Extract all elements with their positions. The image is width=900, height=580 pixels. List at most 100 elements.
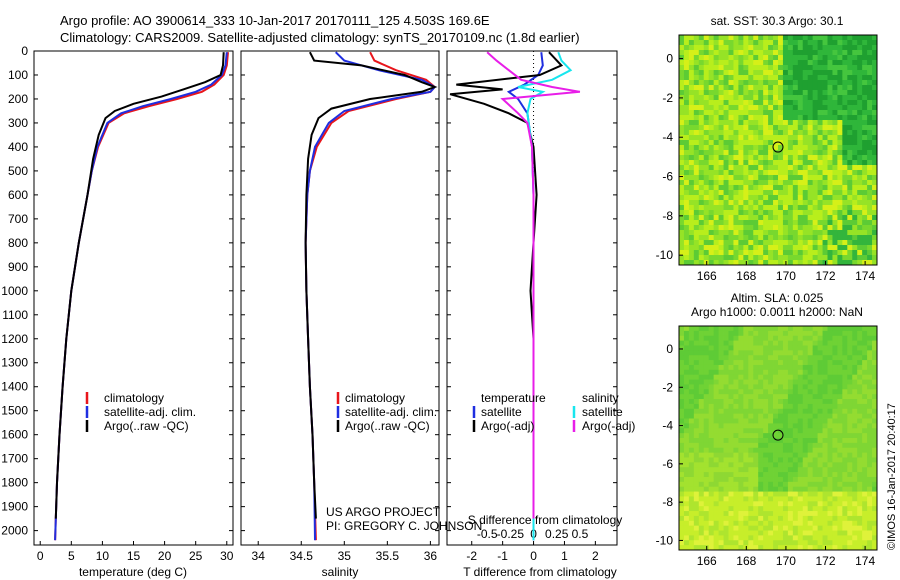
map-cell xyxy=(723,115,729,121)
map-cell xyxy=(718,540,724,546)
map-cell xyxy=(792,90,799,96)
map-cell xyxy=(778,255,784,261)
map-cell xyxy=(797,250,804,256)
map-cell xyxy=(728,185,734,191)
map-cell xyxy=(698,225,705,231)
map-cell xyxy=(728,520,734,527)
map-cell xyxy=(768,486,774,492)
map-cell xyxy=(758,235,764,241)
map-cell xyxy=(778,369,784,376)
map-cell xyxy=(748,326,754,332)
map-cell xyxy=(679,345,685,351)
map-cell xyxy=(857,95,863,101)
map-cell xyxy=(698,55,705,61)
map-cell xyxy=(768,462,774,468)
map-cell xyxy=(763,135,769,141)
map-cell xyxy=(807,135,814,141)
map-cell xyxy=(782,180,789,186)
map-cell xyxy=(778,423,784,429)
map-cell xyxy=(723,220,729,226)
map-cell xyxy=(778,462,784,468)
map-cell xyxy=(728,335,734,342)
map-cell xyxy=(837,245,843,251)
map-cell xyxy=(718,130,724,136)
map-cell xyxy=(807,384,814,390)
map-cell xyxy=(852,515,858,522)
map-cell xyxy=(748,240,754,246)
map-cell xyxy=(827,205,833,211)
map-cell xyxy=(857,394,863,400)
map-cell xyxy=(688,115,695,121)
map-cell xyxy=(768,215,774,221)
map-cell xyxy=(703,45,710,51)
map-cell xyxy=(867,506,873,512)
map-cell xyxy=(817,250,823,256)
map-cell xyxy=(703,190,710,196)
map-cell xyxy=(713,160,719,166)
map-cell xyxy=(822,335,828,342)
map-cell xyxy=(743,501,749,507)
x-tick-label: -1 xyxy=(497,549,508,563)
map-cell xyxy=(713,389,719,395)
map-cell xyxy=(852,105,858,111)
map-cell xyxy=(872,545,878,551)
map-cell xyxy=(708,520,715,527)
map-cell xyxy=(807,60,814,66)
map-cell xyxy=(738,384,744,390)
map-cell xyxy=(728,462,734,468)
map-cell xyxy=(778,340,784,346)
map-cell xyxy=(862,326,868,332)
map-cell xyxy=(862,70,868,76)
map-cell xyxy=(679,55,685,61)
map-cell xyxy=(708,185,715,191)
map-cell xyxy=(679,220,685,226)
map-cell xyxy=(792,530,799,536)
map-cell xyxy=(703,457,710,463)
map-cell xyxy=(733,491,739,497)
map-cell xyxy=(763,452,769,458)
map-cell xyxy=(822,525,828,531)
map-cell xyxy=(748,535,754,541)
salinity-xlabel: salinity xyxy=(322,565,359,579)
map-cell xyxy=(812,486,818,492)
map-cell xyxy=(787,230,794,236)
map-cell xyxy=(862,525,868,531)
map-cell xyxy=(812,175,818,181)
map-cell xyxy=(832,394,838,400)
map-cell xyxy=(778,120,784,126)
map-cell xyxy=(872,433,878,439)
map-cell xyxy=(822,345,828,351)
map-cell xyxy=(738,120,744,126)
map-cell xyxy=(683,335,690,342)
map-cell xyxy=(842,530,848,536)
map-cell xyxy=(842,95,848,101)
map-cell xyxy=(832,45,838,51)
map-cell xyxy=(812,160,818,166)
map-cell xyxy=(857,525,863,531)
map-cell xyxy=(797,335,804,342)
map-cell xyxy=(758,250,764,256)
map-cell xyxy=(802,75,809,81)
map-cell xyxy=(728,545,734,551)
map-cell xyxy=(728,40,734,46)
map-cell xyxy=(807,423,814,429)
map-cell xyxy=(797,330,804,337)
map-cell xyxy=(683,530,690,536)
map-cell xyxy=(857,335,863,342)
map-cell xyxy=(723,240,729,246)
map-cell xyxy=(872,501,878,507)
map-cell xyxy=(723,145,729,151)
map-cell xyxy=(773,150,779,156)
map-cell xyxy=(812,65,818,71)
map-cell xyxy=(718,457,724,463)
map-cell xyxy=(797,384,804,390)
map-cell xyxy=(773,545,779,551)
map-cell xyxy=(743,255,749,261)
map-cell xyxy=(847,200,853,206)
map-cell xyxy=(748,413,754,419)
map-cell xyxy=(768,418,774,424)
map-cell xyxy=(698,260,705,266)
map-cell xyxy=(782,389,789,395)
map-cell xyxy=(797,195,804,201)
map-cell xyxy=(792,195,799,201)
